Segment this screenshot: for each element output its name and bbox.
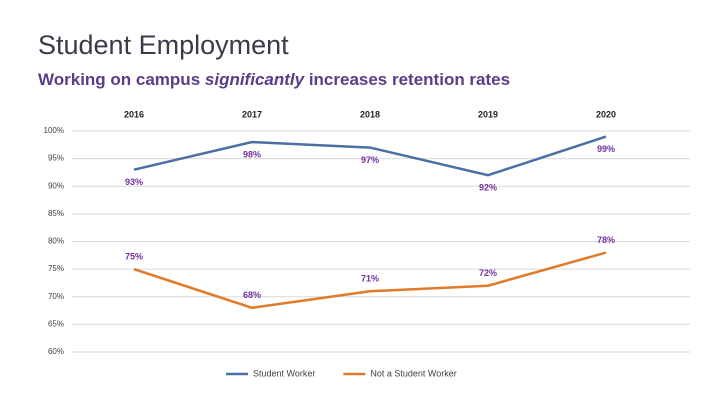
data-label: 93% bbox=[125, 177, 143, 187]
x-tick-label: 2019 bbox=[478, 109, 498, 119]
y-tick-label: 85% bbox=[48, 209, 64, 218]
subtitle-emphasis: significantly bbox=[204, 70, 305, 89]
x-tick-label: 2018 bbox=[360, 109, 380, 119]
data-label: 71% bbox=[361, 274, 379, 284]
series-line bbox=[133, 135, 607, 177]
data-label: 99% bbox=[597, 144, 615, 154]
series-line bbox=[133, 251, 607, 310]
legend-label: Student Worker bbox=[253, 368, 315, 378]
data-label: 97% bbox=[361, 155, 379, 165]
subtitle-part: increases retention rates bbox=[308, 70, 511, 89]
y-tick-label: 100% bbox=[44, 126, 64, 135]
data-label: 98% bbox=[243, 149, 261, 159]
y-tick-label: 80% bbox=[48, 237, 64, 246]
chart-title: Student Employment bbox=[38, 30, 289, 60]
y-tick-label: 65% bbox=[48, 319, 64, 328]
data-label: 78% bbox=[597, 235, 615, 245]
y-tick-label: 60% bbox=[48, 347, 64, 356]
y-tick-label: 90% bbox=[48, 181, 64, 190]
y-tick-label: 95% bbox=[48, 154, 64, 163]
x-tick-label: 2020 bbox=[596, 109, 616, 119]
x-tick-label: 2017 bbox=[242, 109, 262, 119]
data-label: 92% bbox=[479, 183, 497, 193]
x-tick-label: 2016 bbox=[124, 109, 144, 119]
data-label: 68% bbox=[243, 290, 261, 300]
subtitle-part: Working on campus bbox=[38, 70, 201, 89]
chart-subtitle: Working on campus significantly increase… bbox=[38, 70, 510, 90]
data-label: 72% bbox=[479, 268, 497, 278]
data-label: 75% bbox=[125, 252, 143, 262]
y-tick-label: 70% bbox=[48, 292, 64, 301]
y-tick-label: 75% bbox=[48, 264, 64, 273]
legend-label: Not a Student Worker bbox=[370, 368, 456, 378]
